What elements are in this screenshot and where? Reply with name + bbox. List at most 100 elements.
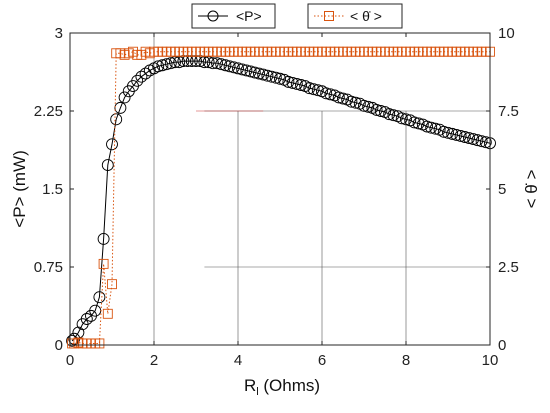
data-point-power xyxy=(429,122,442,135)
x-tick-label: 8 xyxy=(402,352,410,369)
data-point-power xyxy=(211,57,223,70)
data-point-power xyxy=(463,132,475,144)
data-point-power xyxy=(479,136,492,149)
data-point-power xyxy=(139,67,152,80)
data-point-power xyxy=(152,60,165,73)
data-point-power xyxy=(475,135,488,148)
data-point-power xyxy=(227,61,240,74)
data-point-theta xyxy=(102,308,113,319)
data-point-power xyxy=(370,104,383,116)
x-axis-label: Rl (Ohms) xyxy=(244,376,320,398)
y-left-tick-label: 0 xyxy=(55,337,63,354)
legend: <P> < θ̇ > xyxy=(191,3,403,29)
plot-area xyxy=(70,33,490,345)
data-point-power xyxy=(290,78,303,90)
data-point-theta xyxy=(94,338,105,349)
data-point-power xyxy=(66,334,79,347)
y-left-tick-label: 1.5 xyxy=(42,181,63,198)
data-point-power xyxy=(295,79,307,91)
y-right-axis-label: < θ̇ > xyxy=(522,170,541,209)
data-point-power xyxy=(215,58,228,71)
data-point-power xyxy=(307,83,320,96)
y-left-tick-label: 0.75 xyxy=(34,259,63,276)
data-point-power xyxy=(311,84,324,97)
data-point-power xyxy=(135,70,148,83)
y-left-axis-label: <P> (mW) xyxy=(10,150,29,227)
data-point-power xyxy=(454,130,467,142)
data-point-power xyxy=(349,96,362,109)
data-point-power xyxy=(345,95,358,108)
data-point-power xyxy=(106,138,118,151)
data-point-power xyxy=(110,113,123,126)
data-point-power xyxy=(97,232,110,245)
data-point-power xyxy=(282,75,295,88)
data-point-power xyxy=(395,112,408,125)
data-point-power xyxy=(257,68,270,81)
data-point-power xyxy=(471,134,484,147)
data-point-power xyxy=(248,66,261,79)
data-point-power xyxy=(223,60,236,73)
data-point-theta xyxy=(107,279,117,290)
data-point-power xyxy=(265,70,278,83)
data-point-power xyxy=(244,65,257,78)
data-point-power xyxy=(219,59,232,72)
y-right-tick-label: 10 xyxy=(498,25,515,42)
data-point-power xyxy=(80,313,93,325)
x-tick-label: 0 xyxy=(66,352,74,369)
legend-marker-square-icon xyxy=(324,11,334,21)
data-point-power xyxy=(408,116,421,129)
data-point-power xyxy=(467,133,480,146)
data-point-power xyxy=(286,76,299,89)
data-point-power xyxy=(442,126,454,139)
data-point-power xyxy=(425,121,438,134)
data-point-power xyxy=(324,88,337,101)
data-point-power xyxy=(232,62,244,75)
data-point-power xyxy=(437,125,450,138)
data-point-power xyxy=(446,127,459,140)
legend-marker-circle-icon xyxy=(207,10,219,22)
data-point-power xyxy=(118,91,131,104)
data-point-power xyxy=(374,105,387,117)
x-tick-label: 6 xyxy=(318,352,326,369)
data-point-power xyxy=(261,69,274,82)
data-point-power xyxy=(240,64,253,77)
grid-lines xyxy=(153,33,490,345)
y-left-tick-label: 2.25 xyxy=(34,103,63,120)
legend-label-theta: < θ̇ > xyxy=(350,8,382,24)
data-point-power xyxy=(93,291,106,304)
data-point-power xyxy=(236,63,249,76)
data-point-power xyxy=(253,67,265,80)
data-point-power xyxy=(421,120,433,133)
data-point-power xyxy=(131,74,144,87)
data-point-power xyxy=(269,71,282,84)
data-point-power xyxy=(332,91,345,104)
data-point-power xyxy=(206,57,219,70)
data-point-power xyxy=(383,108,396,121)
legend-label-power: <P> xyxy=(236,8,262,24)
y-right-tick-label: 0 xyxy=(498,337,506,354)
data-point-power xyxy=(458,131,471,143)
y-right-tick-label: 5 xyxy=(498,181,506,198)
data-point-power xyxy=(400,113,412,126)
data-point-power xyxy=(387,109,400,122)
data-point-power xyxy=(412,117,425,130)
y-right-tick-label: 2.5 xyxy=(498,259,519,276)
data-point-power xyxy=(450,128,463,141)
data-point-power xyxy=(274,72,286,85)
x-tick-label: 10 xyxy=(482,352,499,369)
x-tick-label: 4 xyxy=(234,352,242,369)
data-point-power xyxy=(358,99,370,112)
data-point-power xyxy=(337,92,349,105)
data-point-power xyxy=(303,82,316,95)
data-point-power xyxy=(164,57,177,70)
legend-box-theta xyxy=(307,3,403,29)
data-point-theta xyxy=(98,258,109,269)
data-point-power xyxy=(114,101,127,114)
data-point-power xyxy=(160,58,173,71)
x-tick-label: 2 xyxy=(150,352,158,369)
data-point-power xyxy=(320,87,333,100)
data-point-power xyxy=(362,100,375,113)
